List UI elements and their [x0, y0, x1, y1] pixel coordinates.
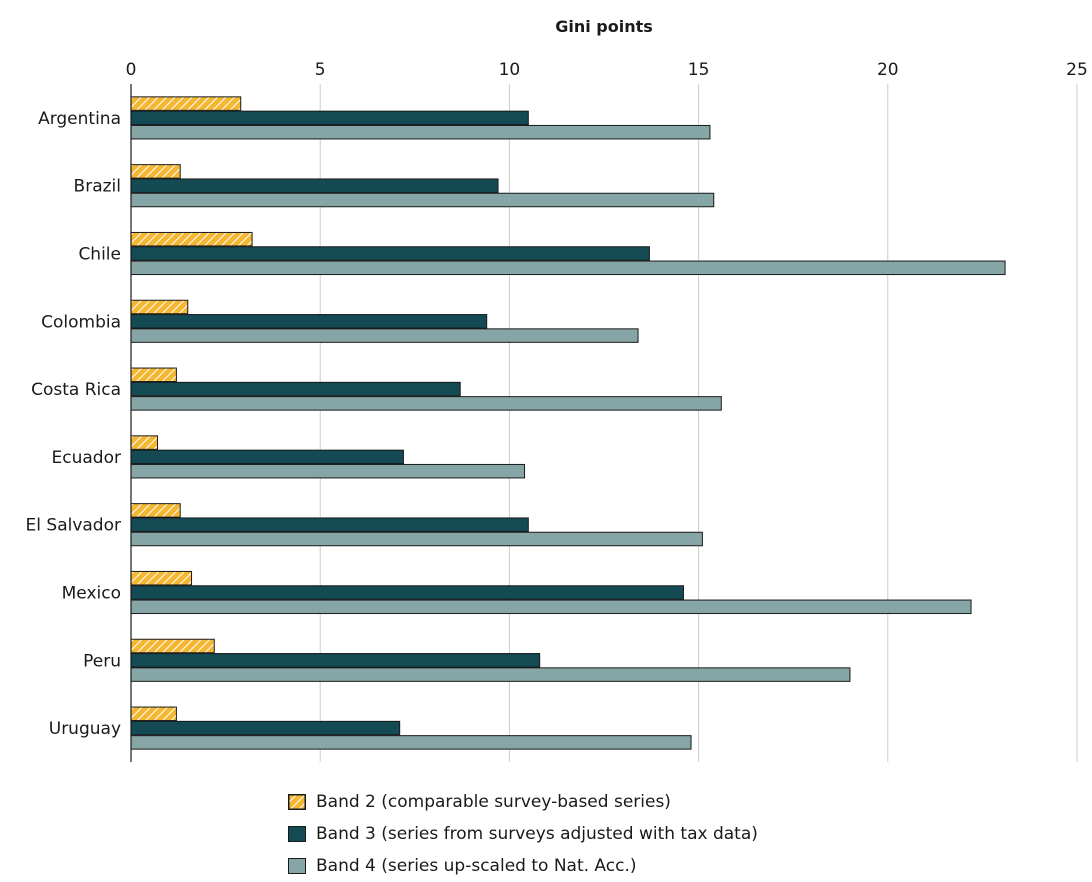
bar-3 — [130, 178, 499, 193]
x-tick-label: 5 — [315, 60, 326, 80]
legend-label-band-3: Band 3 (series from surveys adjusted wit… — [316, 824, 758, 844]
category-label: Chile — [78, 245, 121, 265]
bar-3 — [130, 517, 529, 532]
bar-4 — [130, 463, 526, 479]
bar-4 — [130, 599, 972, 615]
x-axis-title: Gini points — [555, 17, 653, 36]
legend-swatch-band-3 — [288, 826, 306, 842]
bar-3 — [130, 381, 461, 397]
bar-4 — [130, 531, 703, 547]
legend-item-band-3: Band 3 (series from surveys adjusted wit… — [288, 818, 758, 850]
category-label: Brazil — [74, 177, 121, 197]
x-tick-label: 25 — [1066, 60, 1088, 80]
bar-4 — [130, 396, 722, 411]
category-label: Argentina — [38, 109, 121, 129]
x-tick-label: 15 — [688, 60, 710, 80]
bar-4 — [130, 667, 851, 682]
category-label: Uruguay — [49, 719, 121, 739]
bars — [130, 96, 1006, 750]
category-label: Ecuador — [52, 448, 121, 468]
legend-label-band-2: Band 2 (comparable survey-based series) — [316, 792, 671, 812]
x-tick-label: 20 — [877, 60, 899, 80]
bar-2 — [130, 231, 253, 247]
x-tick-label: 10 — [499, 60, 521, 80]
category-label: Costa Rica — [31, 380, 121, 400]
category-label: El Salvador — [26, 516, 121, 536]
legend: Band 2 (comparable survey-based series) … — [288, 786, 758, 882]
bar-chart: Gini points 0 5 10 15 20 25 Argentina Brazil Ch… — [26, 17, 1088, 762]
bar-3 — [130, 246, 650, 261]
legend-item-band-2: Band 2 (comparable survey-based series) — [288, 786, 758, 818]
bar-3 — [130, 720, 401, 736]
bar-2 — [130, 503, 181, 518]
category-label: Mexico — [62, 584, 121, 604]
legend-swatch-band-4 — [288, 858, 306, 874]
bar-4 — [130, 260, 1006, 276]
bar-3 — [130, 314, 488, 329]
bar-4 — [130, 192, 715, 208]
bar-2 — [130, 96, 242, 111]
bar-3 — [130, 449, 404, 465]
x-tick-labels: 0 5 10 15 20 25 — [126, 60, 1088, 80]
bar-3 — [130, 653, 541, 668]
bar-2 — [130, 299, 189, 315]
legend-item-band-4: Band 4 (series up-scaled to Nat. Acc.) — [288, 850, 758, 882]
category-labels: Argentina Brazil Chile Colombia Costa Rica Ec… — [26, 109, 121, 739]
bar-2 — [130, 638, 215, 654]
bar-2 — [130, 164, 181, 179]
bar-3 — [130, 110, 529, 126]
legend-label-band-4: Band 4 (series up-scaled to Nat. Acc.) — [316, 856, 637, 876]
bar-2 — [130, 570, 193, 586]
bar-2 — [130, 367, 177, 383]
legend-swatch-band-2 — [288, 794, 306, 810]
x-tick-label: 0 — [126, 60, 137, 80]
category-label: Colombia — [41, 312, 121, 332]
bar-2 — [130, 706, 177, 722]
category-label: Peru — [83, 651, 121, 671]
bar-4 — [130, 735, 692, 750]
bar-4 — [130, 328, 639, 343]
bar-2 — [130, 435, 158, 450]
bar-3 — [130, 585, 684, 600]
bar-4 — [130, 124, 711, 140]
